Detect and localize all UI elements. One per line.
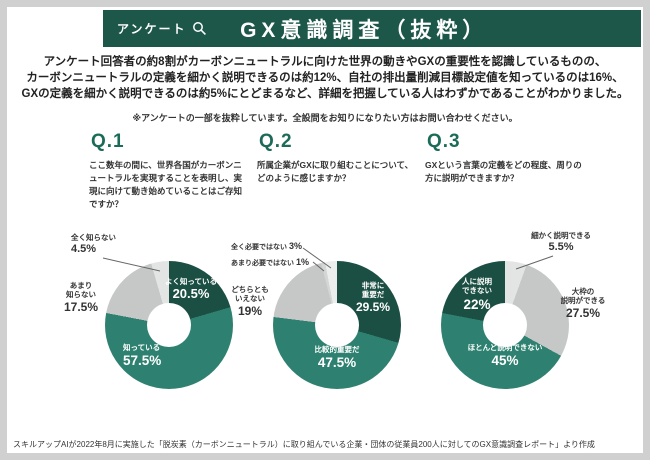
segment-name: よく知っている [164,277,218,286]
segment-label: あまり 知らない 17.5% [57,281,105,315]
segment-label: あまり必要ではない 1% [229,257,339,269]
segment-label: 大枠の 説明ができる 27.5% [555,287,611,321]
intro-line: アンケート回答者の約8割がカーボンニュートラルに向けた世界の動きやGXの重要性を… [43,56,607,68]
infographic-card: アンケート GX意識調査（抜粋） アンケート回答者の約8割がカーボンニュートラル… [7,7,643,453]
segment-percentage: 47.5% [317,355,357,371]
question-number-3: Q.3 [427,131,461,152]
segment-percentage: 27.5% [565,305,601,320]
survey-tag-label: アンケート [117,22,187,36]
magnifier-icon [192,22,206,35]
segment-percentage: 1% [296,257,310,267]
segment-name: あまり必要ではない [231,260,294,267]
question-text-3: GXという言葉の定義をどの程度、周りの方に説明ができますか？ [425,160,582,183]
segment-label: どちらとも いえない 19% [223,285,277,319]
segment-percentage: 57.5% [123,353,162,369]
segment-label: 非常に 重要だ 29.5% [349,281,397,315]
survey-tag: アンケート [117,20,207,37]
segment-name: 知っている [123,343,161,352]
header-bar: アンケート GX意識調査（抜粋） [103,10,641,47]
segment-name: 人に説明 できない [462,277,492,296]
intro-text: アンケート回答者の約8割がカーボンニュートラルに向けた世界の動きやGXの重要性を… [7,54,643,102]
donut-hole [483,303,527,347]
segment-percentage: 4.5% [71,243,97,256]
segment-label: 細かく説明できる 5.5% [521,231,601,254]
question-number-1: Q.1 [91,131,125,152]
segment-percentage: 3% [289,241,303,251]
segment-percentage: 22% [463,296,491,312]
source-note: スキルアップAIが2022年8月に実施した「脱炭素（カーボンニュートラル）に取り… [13,440,595,449]
segment-percentage: 17.5% [63,299,99,314]
segment-name: ほとんど説明できない [467,343,543,352]
intro-line: カーボンニュートラルの定義を細かく説明できるのは約12%、自社の排出量削減目標設… [26,72,624,84]
segment-label: よく知っている 20.5% [155,277,227,302]
segment-name: 全く必要ではない [231,244,287,251]
segment-name: 全く知らない [71,233,116,242]
donut-hole [147,303,191,347]
segment-percentage: 20.5% [172,286,210,302]
segment-name: どちらとも いえない [231,285,269,304]
intro-line: GXの定義を細かく説明できるのは約5%にとどまるなど、詳細を把握している人はわず… [21,88,629,100]
note-text: ※アンケートの一部を抜粋しています。全設問をお知りになりたい方はお問い合わせくだ… [132,113,518,123]
segment-name: 細かく説明できる [531,231,591,240]
question-block-2: Q.2 所属企業がGXに取り組むことについて、どのように感じますか？ 非常に 重要… [231,131,421,419]
donut-chart-3: 細かく説明できる 5.5% 大枠の 説明ができる 27.5% ほとんど説明できない 45% 人… [405,231,605,419]
segment-percentage: 5.5% [548,241,574,254]
question-text-2: 所属企業がGXに取り組むことについて、どのように感じますか？ [257,160,414,183]
segment-label: 比較的重要だ 47.5% [287,345,387,371]
segment-label: 人に説明 できない 22% [445,277,509,312]
donut-chart-1: よく知っている 20.5% 知っている 57.5% あまり 知らない 17.5% 全く知らない… [64,231,269,419]
segment-name: 大枠の 説明ができる [560,287,606,306]
segment-name: 非常に 重要だ [361,281,385,300]
question-text-1: ここ数年の間に、世界各国がカーボンニュートラルを実現することを表明し、実現に向け… [89,160,243,209]
segment-name: 比較的重要だ [314,345,360,354]
segment-label: ほとんど説明できない 45% [433,343,577,369]
segment-percentage: 19% [237,303,263,318]
page-title: GX意識調査（抜粋） [240,18,489,42]
question-block-3: Q.3 GXという言葉の定義をどの程度、周りの方に説明ができますか？ 細かく説明… [421,131,605,419]
header-spacer [522,28,627,29]
question-number-2: Q.2 [259,131,293,152]
segment-name: あまり 知らない [66,281,96,300]
segment-percentage: 45% [491,353,519,369]
segment-label: 全く必要ではない 3% [229,241,339,253]
segment-label: 知っている 57.5% [123,343,203,369]
segment-label: 全く知らない 4.5% [71,233,167,256]
segment-percentage: 29.5% [355,299,391,314]
charts-row: Q.1 ここ数年の間に、世界各国がカーボンニュートラルを実現することを表明し、実… [64,131,605,419]
question-block-1: Q.1 ここ数年の間に、世界各国がカーボンニュートラルを実現することを表明し、実… [64,131,253,419]
donut-hole [315,303,359,347]
